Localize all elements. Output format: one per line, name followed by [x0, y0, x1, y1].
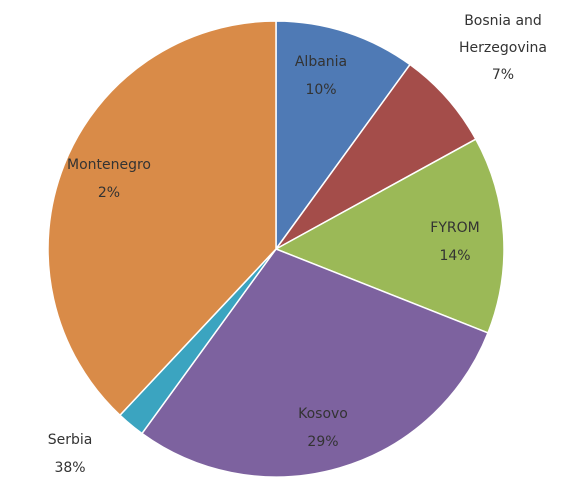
value-label: 2%	[97, 185, 121, 201]
category-label: Kosovo	[298, 406, 348, 422]
value-label: 29%	[307, 434, 339, 450]
pie-slice	[274, 138, 505, 334]
value-label: 7%	[491, 67, 515, 83]
value-label: 38%	[54, 460, 86, 476]
slice-label: Montenegro 2%	[67, 151, 151, 207]
slice-label: Albania 10%	[295, 48, 347, 104]
category-label: Bosnia and Herzegovina	[459, 13, 547, 56]
pie-slice	[140, 248, 489, 477]
slice-label: FYROM 14%	[430, 214, 479, 270]
category-label: Serbia	[47, 432, 93, 448]
slice-label: Bosnia and Herzegovina 7%	[448, 8, 558, 89]
slice-label: Serbia 38%	[48, 426, 93, 477]
value-label: 14%	[439, 248, 471, 264]
category-label: Albania	[294, 54, 348, 70]
category-label: Montenegro	[66, 157, 152, 173]
slice-label: Kosovo 29%	[298, 400, 348, 456]
value-label: 10%	[305, 82, 337, 98]
category-label: FYROM	[430, 220, 480, 236]
pie-slice	[47, 20, 277, 417]
pie-slice	[275, 20, 412, 252]
